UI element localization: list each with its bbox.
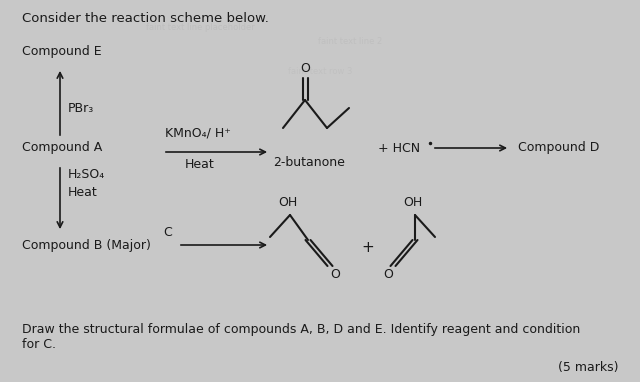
Text: +: + (362, 241, 374, 256)
Text: Compound E: Compound E (22, 45, 102, 58)
Text: Heat: Heat (68, 186, 98, 199)
Text: faint text line 2: faint text line 2 (318, 37, 382, 47)
Text: + HCN: + HCN (378, 141, 420, 154)
Text: O: O (300, 62, 310, 74)
Text: Compound B (Major): Compound B (Major) (22, 238, 151, 251)
Text: C: C (164, 225, 172, 238)
Text: O: O (330, 267, 340, 280)
Text: Draw the structural formulae of compounds A, B, D and E. Identify reagent and co: Draw the structural formulae of compound… (22, 324, 580, 337)
Text: OH: OH (403, 196, 422, 209)
Text: Compound D: Compound D (518, 141, 600, 154)
Text: PBr₃: PBr₃ (68, 102, 94, 115)
Text: Compound A: Compound A (22, 141, 102, 154)
Text: 2-butanone: 2-butanone (273, 157, 345, 170)
Text: faint text row 3: faint text row 3 (288, 68, 352, 76)
Text: faint text line placeholder: faint text line placeholder (146, 24, 254, 32)
Text: Consider the reaction scheme below.: Consider the reaction scheme below. (22, 12, 269, 25)
Text: (5 marks): (5 marks) (557, 361, 618, 374)
Text: OH: OH (278, 196, 298, 209)
Text: O: O (383, 267, 393, 280)
Text: for C.: for C. (22, 338, 56, 351)
Text: Heat: Heat (185, 158, 215, 171)
Text: H₂SO₄: H₂SO₄ (68, 168, 105, 181)
Text: KMnO₄/ H⁺: KMnO₄/ H⁺ (165, 126, 231, 139)
